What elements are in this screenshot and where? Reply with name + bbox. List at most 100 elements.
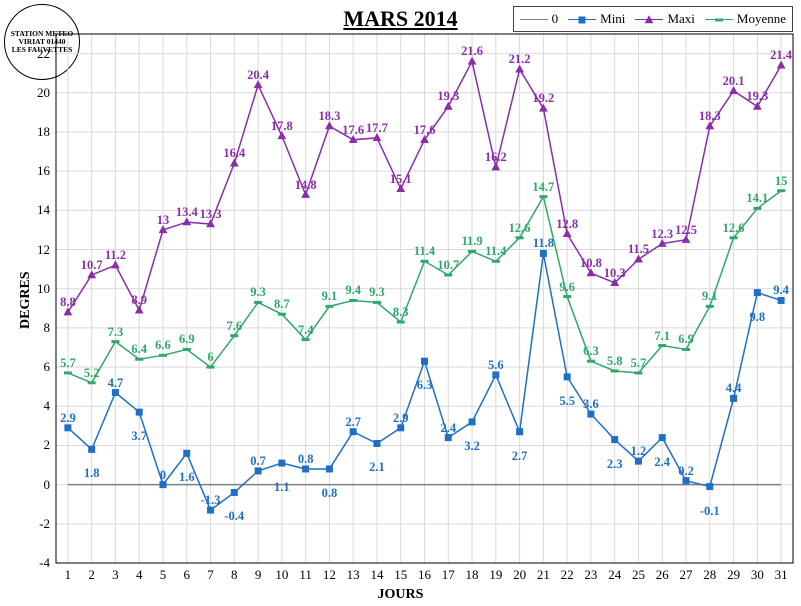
legend-swatch-mini xyxy=(568,19,596,20)
data-label-mini: 2.7 xyxy=(345,415,361,430)
data-label-maxi: 15.1 xyxy=(390,172,412,187)
data-label-moyenne: 9.6 xyxy=(559,280,575,295)
data-label-mini: 2.7 xyxy=(512,449,528,464)
series-marker-mini xyxy=(564,373,571,380)
data-label-mini: 0.7 xyxy=(250,454,266,469)
legend-label-mini: Mini xyxy=(600,11,625,27)
legend-item-moyenne: Moyenne xyxy=(705,11,786,27)
data-label-moyenne: 6.9 xyxy=(179,332,195,347)
y-tick-label: 8 xyxy=(44,320,55,336)
legend-label-moyenne: Moyenne xyxy=(737,11,786,27)
data-label-maxi: 18.3 xyxy=(699,109,721,124)
data-label-maxi: 20.4 xyxy=(247,68,269,83)
series-marker-mini xyxy=(421,358,428,365)
plot-area xyxy=(0,0,801,606)
data-label-maxi: 17.7 xyxy=(366,121,388,136)
x-tick-label: 7 xyxy=(207,567,214,583)
x-tick-label: 4 xyxy=(136,567,143,583)
series-marker-mini xyxy=(231,489,238,496)
series-marker-mini xyxy=(183,450,190,457)
data-label-maxi: 12.8 xyxy=(556,217,578,232)
data-label-maxi: 8.9 xyxy=(131,293,147,308)
data-label-mini: 3.7 xyxy=(131,429,147,444)
data-label-mini: 9.8 xyxy=(750,310,766,325)
y-tick-label: 6 xyxy=(44,359,55,375)
data-label-maxi: 19.3 xyxy=(746,89,768,104)
y-tick-label: 0 xyxy=(44,477,55,493)
series-marker-mini xyxy=(516,428,523,435)
series-marker-mini xyxy=(136,409,143,416)
data-label-mini: 3.6 xyxy=(583,397,599,412)
data-label-mini: 5.6 xyxy=(488,358,504,373)
data-label-maxi: 14.8 xyxy=(295,178,317,193)
x-tick-label: 11 xyxy=(299,567,312,583)
x-tick-label: 17 xyxy=(442,567,455,583)
y-tick-label: 18 xyxy=(37,124,54,140)
data-label-moyenne: 15 xyxy=(775,174,788,189)
data-label-mini: 0.8 xyxy=(298,452,314,467)
legend-item-mini: Mini xyxy=(568,11,625,27)
x-tick-label: 15 xyxy=(394,567,407,583)
data-label-maxi: 13.3 xyxy=(200,207,222,222)
legend-label-maxi: Maxi xyxy=(667,11,694,27)
legend-item-zero: 0 xyxy=(520,11,559,27)
data-label-moyenne: 7.6 xyxy=(226,319,242,334)
series-marker-mini xyxy=(611,436,618,443)
data-label-moyenne: 11.9 xyxy=(461,234,482,249)
x-tick-label: 13 xyxy=(347,567,360,583)
data-label-moyenne: 9.3 xyxy=(250,285,266,300)
data-label-maxi: 19.3 xyxy=(437,89,459,104)
data-label-moyenne: 11.4 xyxy=(414,244,435,259)
data-label-maxi: 19.2 xyxy=(532,91,554,106)
data-label-mini: 2.9 xyxy=(60,411,76,426)
data-label-mini: 0 xyxy=(160,468,166,483)
data-label-maxi: 21.4 xyxy=(770,48,792,63)
data-label-moyenne: 14.1 xyxy=(746,191,768,206)
y-tick-label: 4 xyxy=(44,398,55,414)
series-marker-mini xyxy=(659,434,666,441)
data-label-maxi: 10.3 xyxy=(604,266,626,281)
data-label-mini: 0.8 xyxy=(322,486,338,501)
data-label-moyenne: 7.3 xyxy=(108,325,124,340)
data-label-maxi: 16.4 xyxy=(223,146,245,161)
data-label-mini: 1.1 xyxy=(274,480,290,495)
x-tick-label: 19 xyxy=(489,567,502,583)
x-tick-label: 30 xyxy=(751,567,764,583)
legend-swatch-zero xyxy=(520,19,548,20)
data-label-moyenne: 7.4 xyxy=(298,323,314,338)
data-label-maxi: 20.1 xyxy=(723,74,745,89)
y-tick-label: 10 xyxy=(37,281,54,297)
series-marker-mini xyxy=(754,289,761,296)
data-label-maxi: 12.3 xyxy=(651,227,673,242)
series-marker-mini xyxy=(469,418,476,425)
data-label-maxi: 21.2 xyxy=(509,52,531,67)
data-label-maxi: 13 xyxy=(157,213,170,228)
data-label-moyenne: 5.7 xyxy=(631,356,647,371)
data-label-mini: 4.7 xyxy=(108,376,124,391)
legend: 0 Mini Maxi Moyenne xyxy=(513,6,793,32)
y-axis-title: DEGRES xyxy=(18,271,34,329)
x-tick-label: 14 xyxy=(370,567,383,583)
x-tick-label: 3 xyxy=(112,567,119,583)
data-label-moyenne: 12.6 xyxy=(509,221,531,236)
data-label-moyenne: 9.1 xyxy=(702,289,718,304)
data-label-mini: 9.4 xyxy=(773,283,789,298)
data-label-mini: 2.4 xyxy=(440,421,456,436)
data-label-moyenne: 11.4 xyxy=(485,244,506,259)
x-tick-label: 23 xyxy=(584,567,597,583)
data-label-mini: 1.6 xyxy=(179,470,195,485)
legend-swatch-moyenne xyxy=(705,19,733,20)
x-tick-label: 2 xyxy=(88,567,95,583)
data-label-moyenne: 6.4 xyxy=(131,342,147,357)
data-label-mini: 5.5 xyxy=(559,394,575,409)
legend-item-maxi: Maxi xyxy=(635,11,694,27)
data-label-moyenne: 5.7 xyxy=(60,356,76,371)
data-label-maxi: 18.3 xyxy=(318,109,340,124)
y-tick-label: 16 xyxy=(37,163,54,179)
x-tick-label: 1 xyxy=(65,567,72,583)
data-label-mini: -0.4 xyxy=(224,509,244,524)
data-label-moyenne: 9.1 xyxy=(322,289,338,304)
data-label-mini: 0.2 xyxy=(678,464,694,479)
series-marker-mini xyxy=(373,440,380,447)
x-tick-label: 31 xyxy=(775,567,788,583)
